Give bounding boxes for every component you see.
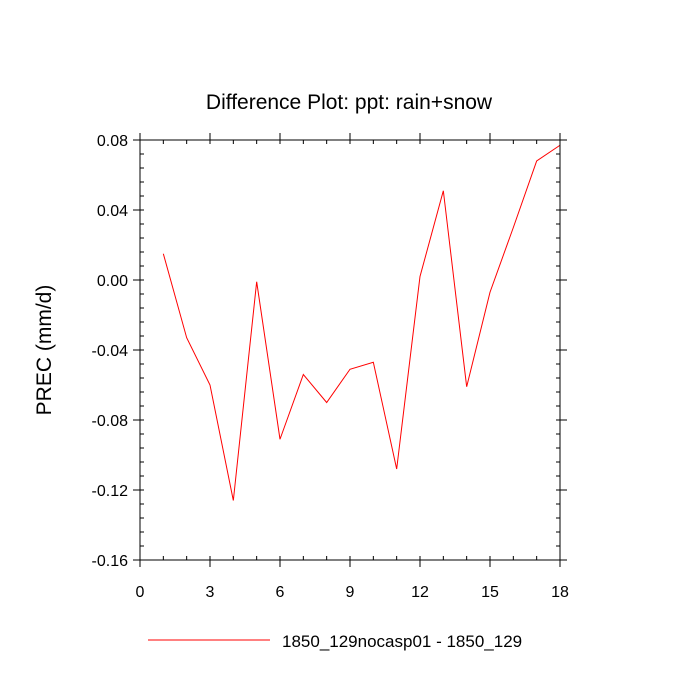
x-tick-labels: 0 3 6 9 12 15 18 <box>136 584 569 601</box>
y-tick-label: 0.00 <box>97 273 128 290</box>
x-tick-label: 18 <box>551 584 569 601</box>
y-tick-labels: -0.16 -0.12 -0.08 -0.04 0.00 0.04 0.08 <box>92 133 129 570</box>
y-tick-label: 0.08 <box>97 133 128 150</box>
x-tick-label: 0 <box>136 584 145 601</box>
y-tick-label: -0.12 <box>92 483 129 500</box>
x-tick-label: 9 <box>346 584 355 601</box>
chart-title: Difference Plot: ppt: rain+snow <box>206 91 493 114</box>
legend-label: 1850_129nocasp01 - 1850_129 <box>282 632 522 651</box>
x-tick-label: 6 <box>276 584 285 601</box>
series-line <box>162 144 561 501</box>
y-tick-label: 0.04 <box>97 203 128 220</box>
x-tick-label: 15 <box>481 584 499 601</box>
x-tick-label: 3 <box>206 584 215 601</box>
plot-frame <box>139 139 561 561</box>
y-tick-label: -0.16 <box>92 553 129 570</box>
x-tick-label: 12 <box>411 584 429 601</box>
legend: 1850_129nocasp01 - 1850_129 <box>148 632 522 651</box>
y-axis-label: PREC (mm/d) <box>33 285 56 416</box>
y-tick-label: -0.04 <box>92 343 129 360</box>
axis-ticks <box>133 133 567 567</box>
y-tick-label: -0.08 <box>92 413 129 430</box>
plot-series <box>162 144 561 501</box>
